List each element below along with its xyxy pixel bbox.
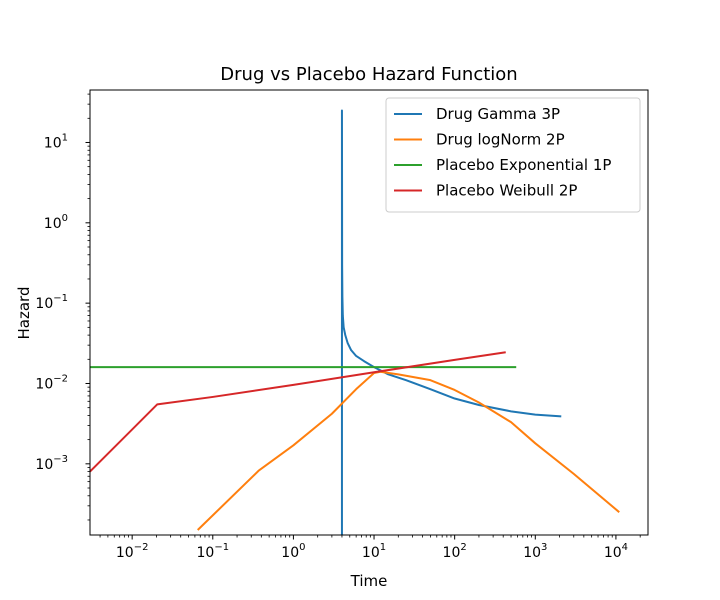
y-tick-label: 10−3 [35, 454, 68, 473]
legend-label-placebo-exponential-1p: Placebo Exponential 1P [436, 156, 611, 174]
x-tick-label: 10−2 [116, 542, 149, 561]
x-tick-label: 102 [443, 542, 467, 561]
x-tick-label: 101 [362, 542, 386, 561]
plot-lines [90, 109, 620, 535]
legend-label-drug-gamma-3p: Drug Gamma 3P [436, 105, 560, 123]
x-tick-label: 103 [523, 542, 547, 561]
chart-title: Drug vs Placebo Hazard Function [220, 64, 517, 85]
y-axis-label: Hazard [15, 287, 33, 340]
plot-frame [89, 89, 649, 536]
y-tick-label: 100 [44, 213, 68, 232]
series-line-drug-lognorm-2p [197, 370, 620, 531]
x-axis-label: Time [350, 572, 388, 590]
y-tick-label: 10−1 [35, 293, 68, 312]
axes: 10−2 10−1 100 101 102 103 104 10−3 10−2 10−1 100 10… [35, 89, 649, 561]
series-line-drug-gamma-3p [340, 109, 562, 535]
legend-label-placebo-weibull-2p: Placebo Weibull 2P [436, 182, 577, 200]
series-line-placebo-weibull-2p [90, 351, 506, 473]
legend-label-drug-lognorm-2p: Drug logNorm 2P [436, 131, 565, 149]
x-tick-label: 104 [604, 542, 628, 561]
legend: Drug Gamma 3P Drug logNorm 2P Placebo Expo… [385, 97, 641, 213]
x-tick-label: 10−1 [196, 542, 229, 561]
legend-box [385, 97, 641, 213]
y-tick-label: 101 [44, 132, 68, 151]
x-tick-label: 100 [281, 542, 305, 561]
y-tick-label: 10−2 [35, 373, 68, 392]
